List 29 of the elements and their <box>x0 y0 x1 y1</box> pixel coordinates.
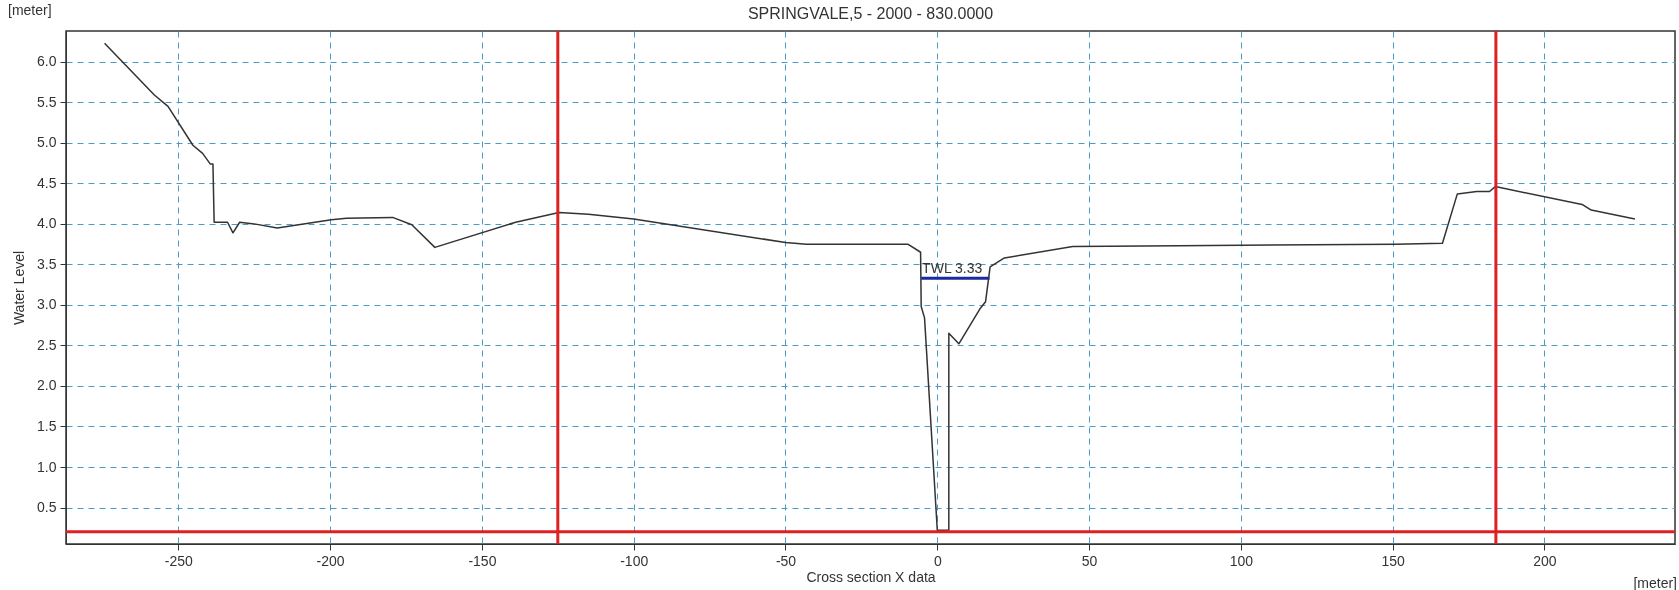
x-tick-label: 150 <box>1381 552 1406 569</box>
x-tick-label: -50 <box>775 552 797 569</box>
y-tick-label: 2.0 <box>37 377 57 394</box>
y-tick-label: 1.0 <box>37 458 57 475</box>
x-tick-label: 200 <box>1533 552 1557 569</box>
y-tick-label: 5.5 <box>37 93 57 110</box>
x-tick-label: -150 <box>468 552 497 569</box>
x-axis-title: Cross section X data <box>806 568 936 585</box>
annotation: TWL 3.33 <box>922 260 983 277</box>
y-tick-label: 3.0 <box>37 296 57 313</box>
line-series <box>103 42 1636 531</box>
x-tick-label: 0 <box>933 552 942 569</box>
x-tick-label: 50 <box>1081 552 1098 569</box>
y-tick-label: 3.5 <box>37 255 57 272</box>
y-tick-label: 1.5 <box>37 417 57 434</box>
y-axis-title: Water Level <box>11 250 28 326</box>
x-tick-label: -200 <box>316 552 345 569</box>
y-tick-label: 2.5 <box>37 336 57 353</box>
text: [meter] <box>1633 575 1677 590</box>
y-tick-label: 5.0 <box>37 134 57 151</box>
x-tick-label: 100 <box>1229 552 1254 569</box>
y-tick-label: 4.5 <box>37 174 57 191</box>
y-tick-label: 0.5 <box>37 499 57 516</box>
text: [meter] <box>8 2 52 18</box>
chart-title: SPRINGVALE,5 - 2000 - 830.0000 <box>747 5 994 22</box>
x-tick-label: -100 <box>620 552 649 569</box>
y-tick-label: 4.0 <box>37 215 57 232</box>
x-tick-label: -250 <box>164 552 194 569</box>
y-tick-label: 6.0 <box>37 53 57 70</box>
